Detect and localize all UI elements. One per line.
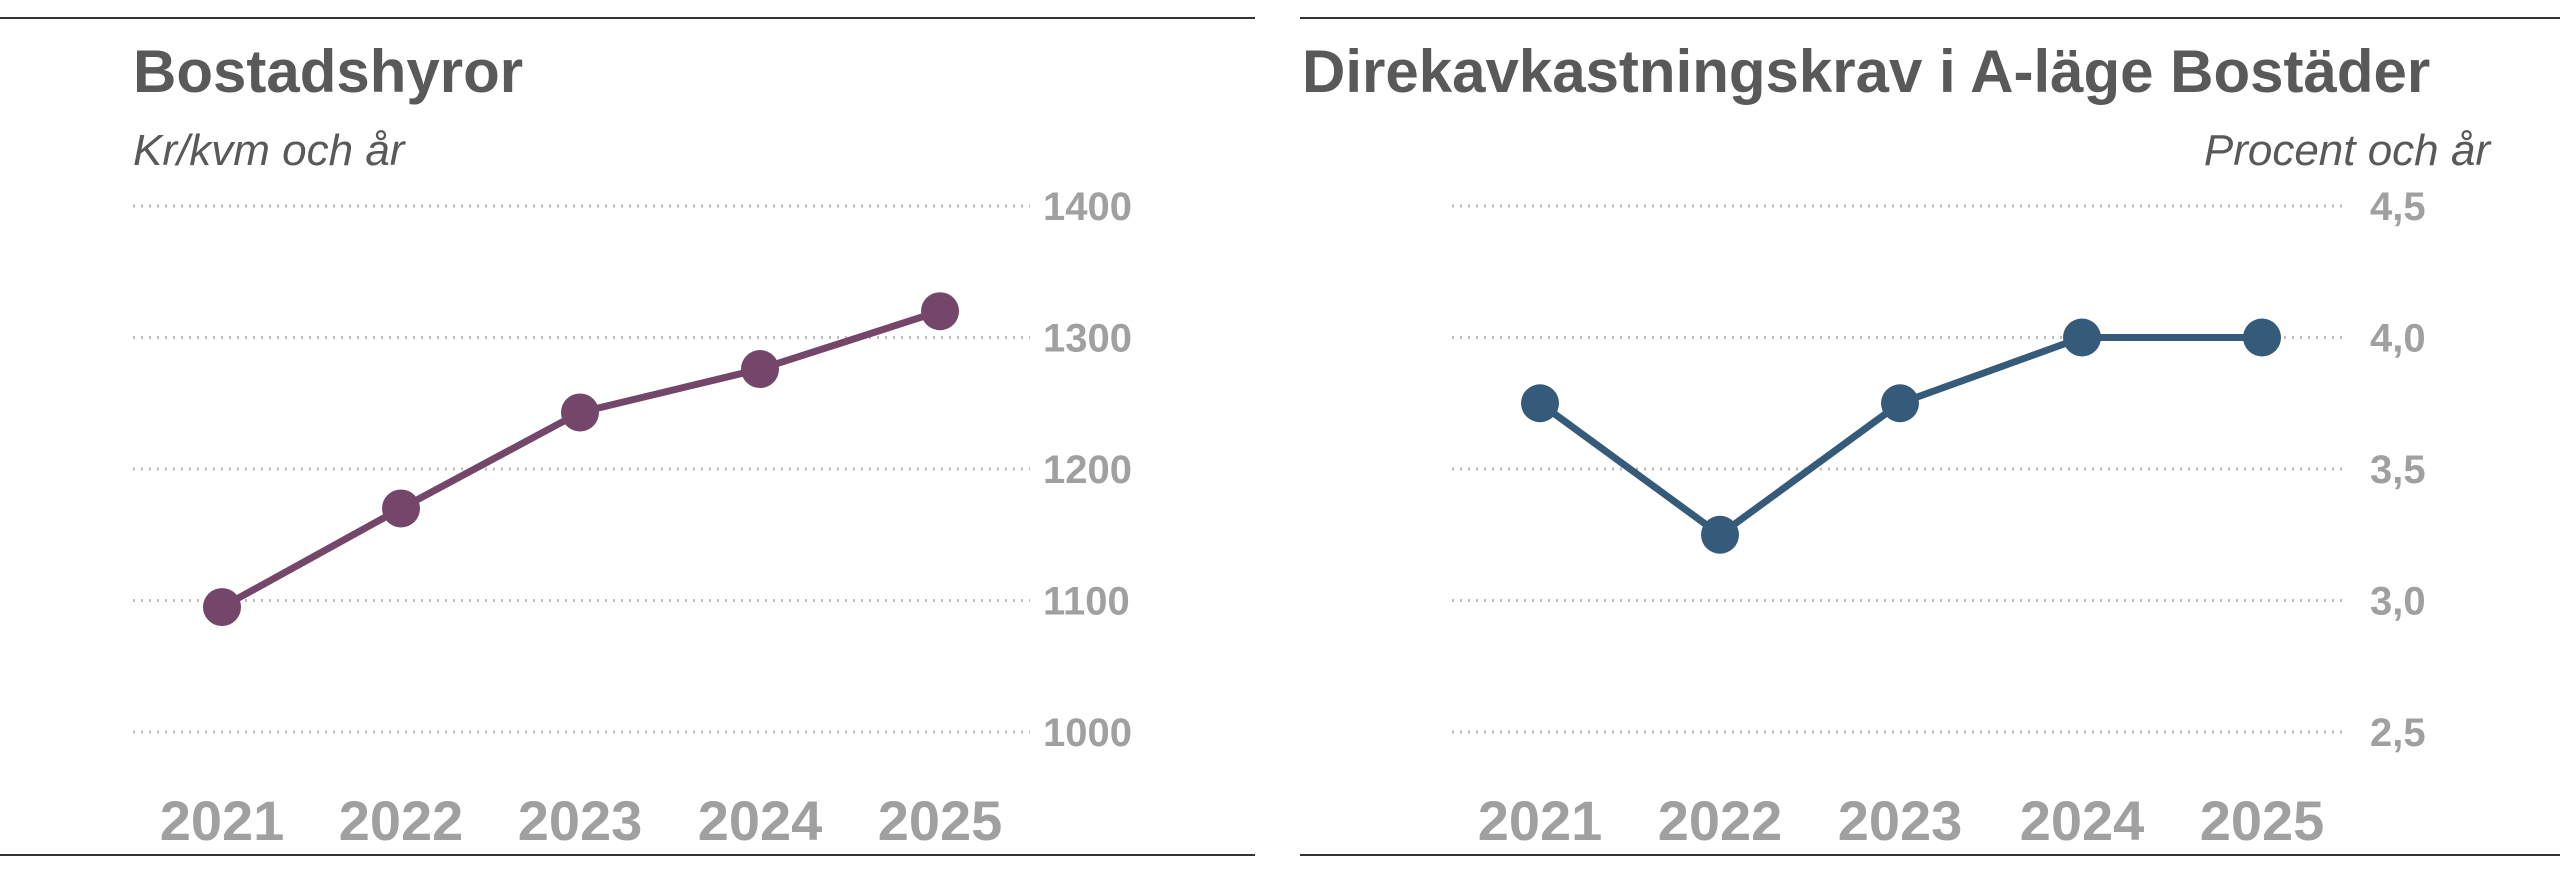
series-line <box>220 307 942 611</box>
data-point <box>1881 384 1919 423</box>
x-tick-label: 2022 <box>339 789 464 852</box>
x-tick-label: 2024 <box>2020 789 2145 852</box>
y-tick-label: 3,5 <box>2370 448 2426 492</box>
y-tick-label: 1000 <box>1043 711 1132 755</box>
data-point <box>1701 515 1739 554</box>
x-tick-label: 2022 <box>1658 789 1783 852</box>
y-tick-label: 1300 <box>1043 317 1132 361</box>
rent-chart: Bostadshyror Kr/kvm och år 1400 1300 1200 1… <box>0 17 1255 856</box>
y-tick-label: 3,0 <box>2370 580 2426 624</box>
y-tick-label: 4,5 <box>2370 185 2426 229</box>
y-tick-label: 1100 <box>1043 580 1130 624</box>
data-point <box>2063 318 2101 357</box>
chart-title: Direkavkastningskrav i A-läge Bostäder <box>1302 38 2430 105</box>
y-tick-label: 1200 <box>1043 448 1132 492</box>
data-point <box>382 489 420 528</box>
x-tick-label: 2021 <box>160 789 285 852</box>
x-tick-label: 2024 <box>698 789 823 852</box>
x-tick-label: 2025 <box>878 789 1003 852</box>
chart-subtitle: Kr/kvm och år <box>133 126 407 175</box>
series-line <box>1537 334 2262 539</box>
x-tick-label: 2021 <box>1478 789 1603 852</box>
data-point <box>741 350 779 389</box>
x-tick-label: 2023 <box>1838 789 1963 852</box>
x-tick-label: 2023 <box>518 789 643 852</box>
y-tick-label: 1400 <box>1043 185 1132 229</box>
data-point <box>203 588 241 627</box>
data-point <box>561 393 599 432</box>
y-tick-label: 4,0 <box>2370 317 2426 361</box>
chart-title: Bostadshyror <box>133 38 523 105</box>
x-tick-label: 2025 <box>2200 789 2325 852</box>
yield-chart: Direkavkastningskrav i A-läge Bostäder P… <box>1300 17 2560 856</box>
data-point <box>1521 384 1559 423</box>
data-point <box>921 292 959 331</box>
chart-subtitle: Procent och år <box>2204 126 2492 175</box>
y-tick-label: 2,5 <box>2370 711 2426 755</box>
data-point <box>2243 318 2281 357</box>
